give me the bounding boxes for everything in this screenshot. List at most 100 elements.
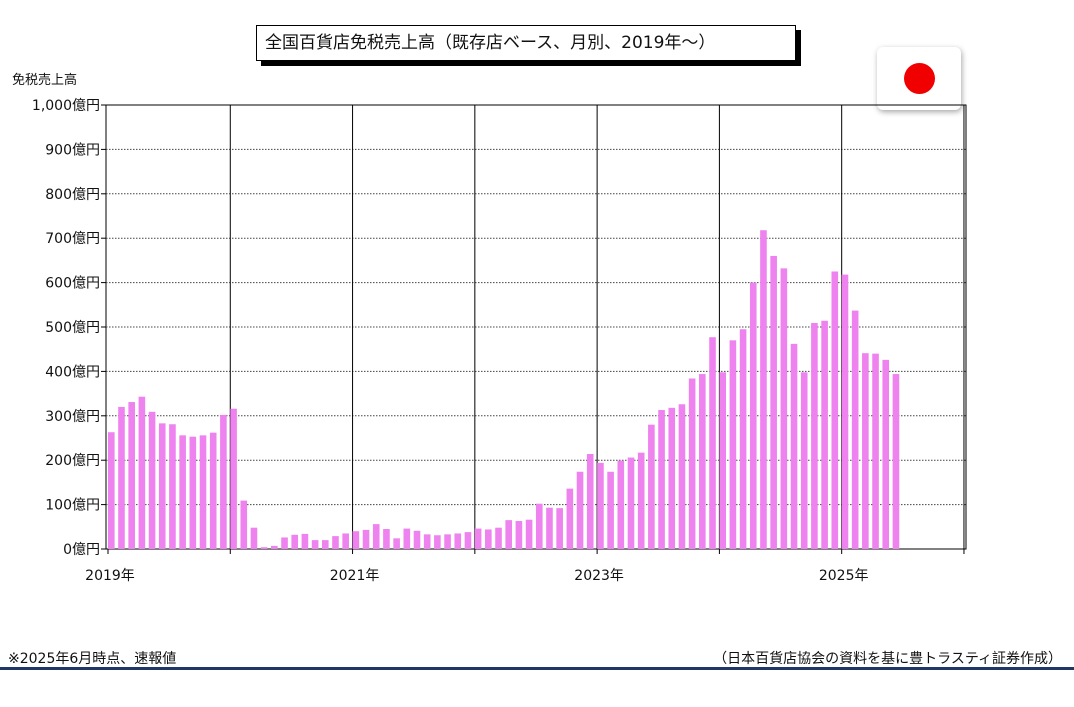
bar xyxy=(648,424,655,549)
y-tick-label: 0億円 xyxy=(63,542,100,558)
bar xyxy=(831,271,839,549)
x-tick-label: 2021年 xyxy=(330,568,380,584)
bar xyxy=(260,547,268,549)
bar xyxy=(515,521,523,549)
x-tick-label: 2023年 xyxy=(574,568,624,584)
bar xyxy=(546,507,553,549)
bar xyxy=(749,282,757,549)
bar xyxy=(413,530,421,549)
bar xyxy=(637,452,645,549)
bar xyxy=(209,432,217,549)
bar xyxy=(892,374,900,549)
bar-chart: 0億円 100億円 200億円 300億円 400億円 500億円 600億円 700億円 80… xyxy=(12,72,967,584)
bar xyxy=(118,406,125,549)
bar xyxy=(485,529,492,549)
bar xyxy=(525,519,533,549)
bar xyxy=(189,436,197,549)
y-tick-label: 200億円 xyxy=(45,453,100,469)
y-tick-label: 900億円 xyxy=(45,142,100,158)
bar xyxy=(790,343,798,549)
bar xyxy=(535,503,543,549)
bar xyxy=(678,404,686,549)
y-tick-label: 500億円 xyxy=(45,320,100,336)
bar xyxy=(148,411,156,549)
bar xyxy=(811,323,818,549)
bar xyxy=(199,435,207,549)
bar xyxy=(688,378,696,549)
bar xyxy=(372,524,380,549)
bar xyxy=(699,374,706,549)
y-tick-label: 700億円 xyxy=(45,231,100,247)
bar xyxy=(862,353,869,549)
bar xyxy=(108,432,115,549)
bar xyxy=(627,457,635,549)
bar xyxy=(301,533,309,549)
bar xyxy=(607,471,614,549)
bar xyxy=(169,424,176,549)
bar xyxy=(566,488,574,549)
bar xyxy=(138,396,146,549)
bar xyxy=(240,500,248,549)
bar xyxy=(342,533,349,549)
bar xyxy=(352,531,360,549)
bar xyxy=(821,320,828,549)
source-note: （日本百貨店協会の資料を基に豊トラスティ証券作成） xyxy=(713,651,1062,667)
bar xyxy=(291,534,299,549)
bar xyxy=(454,533,462,549)
chart-title-box: 全国百貨店免税売上高（既存店ベース、月別、2019年～） xyxy=(256,25,801,66)
bar xyxy=(617,460,625,549)
chart-title: 全国百貨店免税売上高（既存店ベース、月別、2019年～） xyxy=(256,25,796,61)
bar xyxy=(556,508,563,549)
bar xyxy=(158,423,166,549)
bar xyxy=(179,435,186,549)
footnote: ※2025年6月時点、速報値 xyxy=(8,651,177,667)
bar xyxy=(250,527,258,549)
bar xyxy=(383,529,390,549)
bar xyxy=(393,538,400,549)
x-tick-label: 2019年 xyxy=(85,568,135,584)
bar xyxy=(597,462,604,549)
bar xyxy=(220,414,227,549)
bar xyxy=(434,535,441,549)
bar xyxy=(321,540,329,549)
bar xyxy=(495,527,502,549)
bar xyxy=(311,540,319,549)
bar xyxy=(668,407,676,549)
bar xyxy=(770,255,777,549)
bar xyxy=(760,230,767,549)
bar xyxy=(586,453,594,549)
bar xyxy=(576,471,584,549)
bar xyxy=(658,410,665,549)
bar xyxy=(464,532,472,549)
bar xyxy=(505,520,513,549)
bar xyxy=(882,359,890,549)
bar xyxy=(739,329,747,549)
bar xyxy=(128,402,135,549)
bar xyxy=(800,372,808,549)
flag-red-disc xyxy=(904,63,935,94)
bar xyxy=(780,268,788,549)
bar xyxy=(281,537,288,549)
y-tick-label: 400億円 xyxy=(45,364,100,380)
bar xyxy=(362,529,370,549)
bar xyxy=(709,337,716,549)
bar xyxy=(423,534,431,549)
bar xyxy=(403,528,411,549)
bar xyxy=(729,340,737,549)
bar xyxy=(474,528,482,549)
y-tick-label: 600億円 xyxy=(45,276,100,292)
bar xyxy=(230,408,237,549)
bar xyxy=(841,274,849,549)
bottom-divider xyxy=(0,667,1074,670)
bar xyxy=(719,372,726,549)
bar xyxy=(332,536,339,549)
bar xyxy=(872,353,879,549)
y-tick-label: 100億円 xyxy=(45,498,100,514)
bar xyxy=(271,545,278,549)
japan-flag-icon xyxy=(877,47,961,110)
bar xyxy=(444,534,451,549)
bar xyxy=(851,310,859,549)
y-tick-label: 300億円 xyxy=(45,409,100,425)
y-tick-label: 800億円 xyxy=(45,187,100,203)
y-axis-label: 免税売上高 xyxy=(12,72,77,88)
